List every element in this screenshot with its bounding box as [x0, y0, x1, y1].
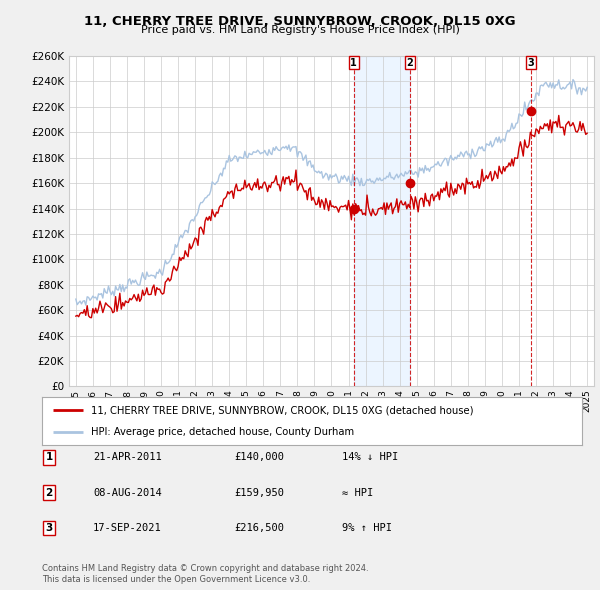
Text: 21-APR-2011: 21-APR-2011 [93, 453, 162, 462]
Text: 2: 2 [46, 488, 53, 497]
Text: Contains HM Land Registry data © Crown copyright and database right 2024.: Contains HM Land Registry data © Crown c… [42, 565, 368, 573]
Text: 1: 1 [350, 58, 357, 68]
Text: 2: 2 [407, 58, 413, 68]
Text: 11, CHERRY TREE DRIVE, SUNNYBROW, CROOK, DL15 0XG: 11, CHERRY TREE DRIVE, SUNNYBROW, CROOK,… [84, 15, 516, 28]
Text: ≈ HPI: ≈ HPI [342, 488, 373, 497]
Text: HPI: Average price, detached house, County Durham: HPI: Average price, detached house, Coun… [91, 427, 354, 437]
Text: This data is licensed under the Open Government Licence v3.0.: This data is licensed under the Open Gov… [42, 575, 310, 584]
Text: Price paid vs. HM Land Registry's House Price Index (HPI): Price paid vs. HM Land Registry's House … [140, 25, 460, 35]
Text: 3: 3 [46, 523, 53, 533]
Text: £216,500: £216,500 [234, 523, 284, 533]
Text: 08-AUG-2014: 08-AUG-2014 [93, 488, 162, 497]
Text: £159,950: £159,950 [234, 488, 284, 497]
Text: 14% ↓ HPI: 14% ↓ HPI [342, 453, 398, 462]
Text: £140,000: £140,000 [234, 453, 284, 462]
Text: 17-SEP-2021: 17-SEP-2021 [93, 523, 162, 533]
Text: 1: 1 [46, 453, 53, 462]
Text: 11, CHERRY TREE DRIVE, SUNNYBROW, CROOK, DL15 0XG (detached house): 11, CHERRY TREE DRIVE, SUNNYBROW, CROOK,… [91, 405, 473, 415]
Text: 9% ↑ HPI: 9% ↑ HPI [342, 523, 392, 533]
Text: 3: 3 [527, 58, 535, 68]
Bar [353, 56, 410, 386]
